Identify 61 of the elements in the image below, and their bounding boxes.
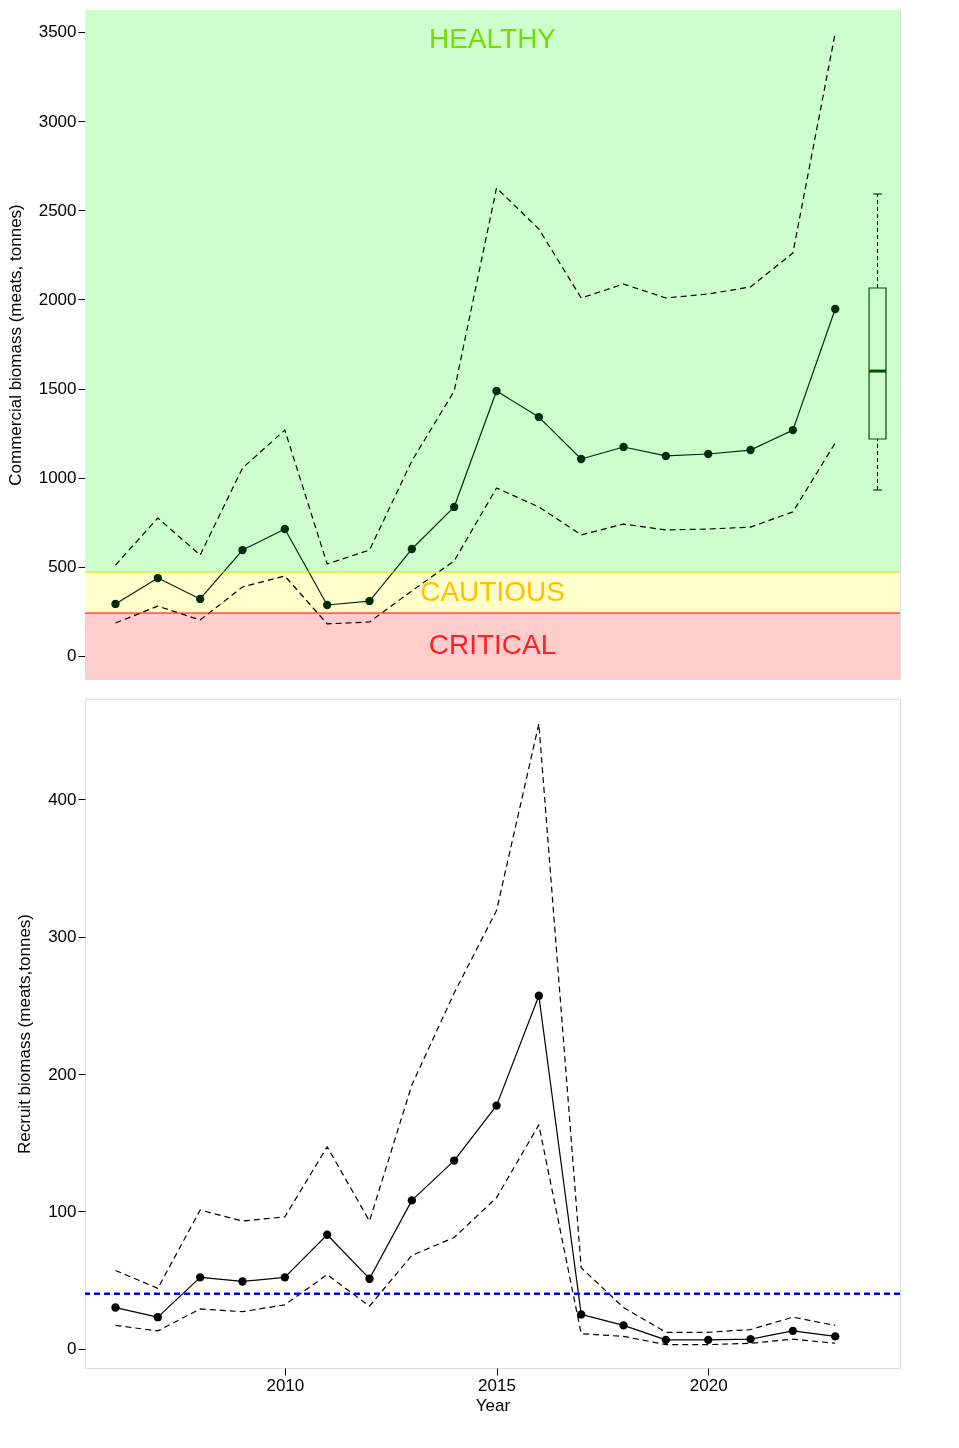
point <box>492 386 501 396</box>
point <box>365 1274 374 1283</box>
x-tick-label: 2015 <box>478 1375 516 1395</box>
y-tick-label: 1500 <box>38 379 77 399</box>
point <box>450 1156 459 1165</box>
y-tick-label: 500 <box>48 557 77 577</box>
band-label: CAUTIOUS <box>420 575 565 607</box>
line-series <box>114 1124 836 1346</box>
line-series <box>114 723 836 1333</box>
point <box>280 524 290 534</box>
point <box>450 502 459 512</box>
band-label: HEALTHY <box>428 23 557 55</box>
point <box>788 425 798 435</box>
y-tick-label: 300 <box>48 927 77 947</box>
y-tick-label: 2000 <box>38 289 77 309</box>
point <box>619 442 628 452</box>
point <box>407 544 417 554</box>
point <box>492 1101 501 1110</box>
point <box>111 1303 120 1312</box>
y-tick-label: 400 <box>48 789 77 809</box>
band-label: CRITICAL <box>428 629 557 661</box>
y-axis-title: Commercial biomass (meats, tonnes) <box>5 204 25 486</box>
point <box>195 594 205 604</box>
point <box>534 412 544 422</box>
point <box>407 1196 417 1205</box>
point <box>788 1326 798 1336</box>
point <box>831 304 840 314</box>
point <box>577 454 586 464</box>
x-tick-label: 2020 <box>689 1375 728 1395</box>
y-tick-label: 2500 <box>38 200 77 220</box>
y-tick-label: 3000 <box>38 111 77 131</box>
point <box>534 991 544 1000</box>
x-axis-title: Year <box>475 1395 511 1415</box>
point <box>111 599 120 609</box>
point <box>661 1335 671 1345</box>
line-series <box>114 442 836 625</box>
point <box>704 1335 713 1345</box>
point <box>153 1313 162 1322</box>
point <box>238 545 247 555</box>
point <box>322 1230 332 1239</box>
x-tick-label: 2010 <box>266 1375 305 1395</box>
y-tick-label: 3500 <box>38 22 77 42</box>
y-tick-label: 1000 <box>38 468 77 488</box>
point <box>746 1334 755 1344</box>
point <box>746 445 755 455</box>
point <box>619 1321 628 1330</box>
y-axis-title: Recruit biomass (meats,tonnes) <box>15 914 35 1154</box>
y-tick-label: 0 <box>67 1339 77 1359</box>
point <box>195 1273 205 1282</box>
y-tick-label: 100 <box>48 1201 77 1221</box>
point <box>831 1332 840 1341</box>
y-tick-label: 200 <box>48 1064 77 1084</box>
y-tick-label: 0 <box>67 646 77 666</box>
point <box>238 1277 247 1286</box>
point <box>704 449 713 459</box>
point <box>365 596 374 606</box>
point <box>322 600 332 610</box>
point <box>577 1310 586 1319</box>
point <box>153 573 162 583</box>
point <box>661 451 671 461</box>
point <box>280 1273 290 1282</box>
